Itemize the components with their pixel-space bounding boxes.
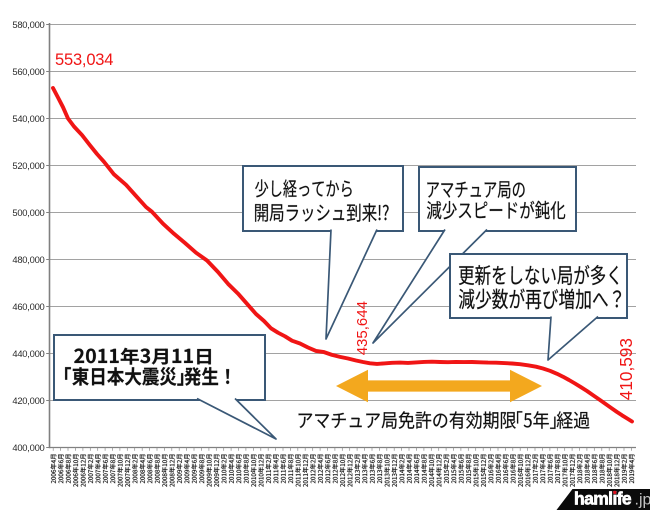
svg-text:560,000: 560,000 xyxy=(12,66,44,77)
svg-text:.jp: .jp xyxy=(635,491,650,508)
svg-text:540,000: 540,000 xyxy=(12,113,44,124)
svg-text:400,000: 400,000 xyxy=(12,442,44,453)
svg-text:520,000: 520,000 xyxy=(12,160,44,171)
svg-text:480,000: 480,000 xyxy=(12,254,44,265)
svg-text:410,593: 410,593 xyxy=(616,338,636,400)
svg-text:420,000: 420,000 xyxy=(12,395,44,406)
svg-text:580,000: 580,000 xyxy=(12,19,44,30)
svg-text:500,000: 500,000 xyxy=(12,207,44,218)
svg-text:435,644: 435,644 xyxy=(354,301,371,355)
svg-text:hamlife: hamlife xyxy=(574,489,632,509)
svg-text:440,000: 440,000 xyxy=(12,348,44,359)
svg-text:460,000: 460,000 xyxy=(12,301,44,312)
svg-text:553,034: 553,034 xyxy=(55,51,113,69)
